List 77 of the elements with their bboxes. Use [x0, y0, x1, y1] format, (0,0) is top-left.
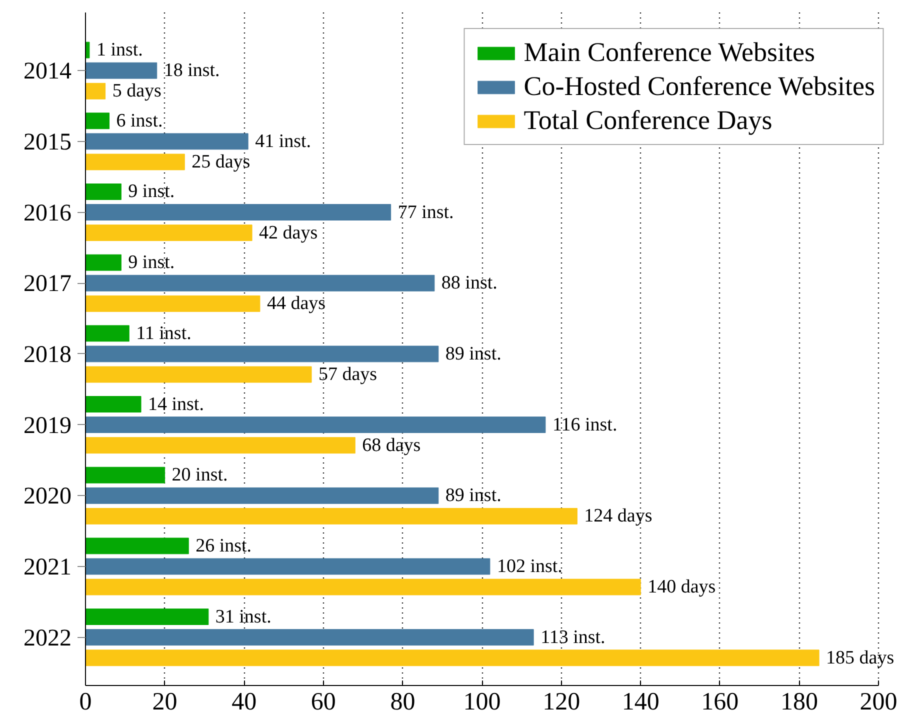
data-label: 116 inst.	[552, 414, 618, 436]
data-label: 68 days	[362, 434, 421, 456]
y-tick-label: 2021	[24, 554, 72, 580]
data-label: 77 inst.	[398, 202, 454, 223]
data-label: 88 inst.	[441, 272, 498, 294]
data-label: 20 inst.	[172, 464, 228, 486]
y-tick-label: 2022	[24, 625, 72, 652]
data-label: 9 inst.	[128, 181, 175, 202]
x-tick-label: 180	[780, 688, 818, 716]
data-label: 44 days	[266, 293, 326, 314]
bar	[86, 650, 820, 666]
data-label: 1 inst.	[96, 40, 143, 61]
bar	[86, 508, 578, 524]
x-tick-label: 160	[701, 688, 739, 716]
data-label: 6 inst.	[116, 110, 163, 132]
bar	[86, 487, 439, 504]
data-label: 41 inst.	[255, 130, 312, 152]
x-tick-label: 100	[463, 688, 501, 716]
bar	[86, 254, 122, 271]
y-tick-label: 2017	[24, 271, 72, 298]
legend-label: Total Conference Days	[524, 105, 772, 136]
data-label: 42 days	[259, 222, 318, 244]
data-label: 89 inst.	[445, 343, 502, 364]
bar	[86, 133, 248, 150]
y-tick-label: 2019	[24, 412, 72, 439]
bar	[86, 204, 392, 220]
bar	[86, 295, 260, 312]
data-label: 14 inst.	[148, 394, 204, 415]
legend-label: Main Conference Websites	[524, 37, 815, 68]
data-label: 102 inst.	[496, 556, 562, 577]
bar	[86, 558, 490, 575]
bar	[86, 608, 209, 626]
x-tick-label: 80	[390, 688, 416, 716]
data-label: 18 inst.	[164, 60, 220, 82]
y-tick-label: 2015	[24, 129, 72, 156]
x-tick-label: 60	[310, 688, 336, 716]
data-label: 124 days	[584, 506, 652, 527]
bar	[86, 62, 158, 79]
bar	[86, 154, 185, 170]
data-label: 25 days	[192, 151, 250, 172]
data-label: 26 inst.	[196, 535, 252, 556]
bar	[86, 274, 435, 292]
x-tick-label: 40	[232, 688, 257, 716]
x-tick-label: 140	[622, 688, 660, 716]
bar	[86, 82, 106, 100]
bar	[86, 224, 252, 242]
bar	[86, 325, 130, 342]
bar	[86, 437, 356, 454]
x-tick-label: 0	[79, 688, 92, 716]
y-tick-label: 2020	[24, 484, 72, 510]
data-label: 113 inst.	[540, 626, 606, 648]
x-tick-label: 20	[152, 688, 178, 716]
bar	[86, 346, 439, 362]
bar	[86, 578, 641, 596]
y-tick-label: 2014	[24, 58, 72, 85]
data-label: 89 inst.	[445, 485, 502, 506]
bar	[86, 538, 189, 554]
data-label: 31 inst.	[215, 606, 272, 628]
data-label: 140 days	[648, 576, 716, 598]
data-label: 57 days	[318, 364, 378, 386]
x-tick-label: 120	[542, 688, 580, 716]
bar	[86, 184, 122, 200]
y-tick-label: 2018	[24, 342, 72, 368]
data-label: 11 inst.	[136, 322, 192, 344]
bar	[86, 112, 110, 130]
data-label: 185 days	[826, 647, 894, 668]
bar	[86, 629, 534, 646]
bar	[86, 466, 166, 484]
bar	[86, 366, 312, 383]
bar	[86, 396, 142, 412]
data-label: 5 days	[112, 80, 162, 102]
y-tick-label: 2016	[24, 200, 72, 226]
bar	[86, 42, 90, 58]
bar	[86, 416, 546, 434]
legend-label: Co-Hosted Conference Websites	[524, 71, 875, 102]
x-tick-label: 200	[860, 688, 898, 716]
data-label: 9 inst.	[128, 252, 175, 274]
